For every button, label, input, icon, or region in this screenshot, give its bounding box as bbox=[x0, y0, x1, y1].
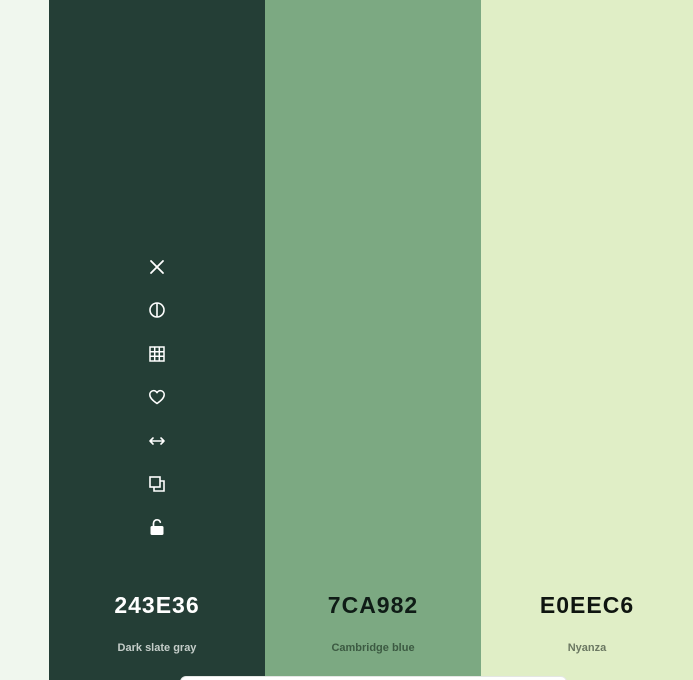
remove-color-button[interactable] bbox=[146, 256, 168, 278]
lock-color-button[interactable] bbox=[146, 516, 168, 538]
heart-icon bbox=[149, 390, 165, 405]
color-name: Dark slate gray bbox=[117, 642, 197, 654]
drag-arrows-icon bbox=[149, 436, 165, 445]
save-color-button[interactable] bbox=[146, 386, 168, 408]
copy-hex-button[interactable] bbox=[146, 473, 168, 495]
view-shades-contrast-button[interactable] bbox=[146, 299, 168, 321]
color-hex-code[interactable]: 7CA982 bbox=[327, 592, 419, 618]
color-swatch-cambridge-blue[interactable]: 7CA982 Cambridge blue bbox=[265, 0, 481, 680]
shades-grid-icon bbox=[149, 346, 165, 362]
swatch-toolbar bbox=[49, 256, 265, 560]
color-swatch-dark-slate-gray[interactable]: 243E36 Dark slate gray bbox=[49, 0, 265, 680]
drag-color-handle[interactable] bbox=[146, 430, 168, 452]
close-icon bbox=[150, 260, 164, 274]
color-hex-code[interactable]: E0EEC6 bbox=[539, 592, 635, 618]
color-swatch-nyanza[interactable]: E0EEC6 Nyanza bbox=[481, 0, 693, 680]
contrast-icon bbox=[149, 302, 165, 319]
previous-swatch-edge bbox=[0, 0, 49, 680]
bottom-toolbar bbox=[180, 676, 567, 680]
color-hex-code[interactable]: 243E36 bbox=[114, 592, 200, 618]
view-shades-button[interactable] bbox=[146, 343, 168, 365]
copy-icon bbox=[149, 476, 165, 492]
color-name: Cambridge blue bbox=[331, 642, 415, 654]
unlock-icon bbox=[150, 519, 164, 536]
color-name: Nyanza bbox=[567, 642, 607, 654]
